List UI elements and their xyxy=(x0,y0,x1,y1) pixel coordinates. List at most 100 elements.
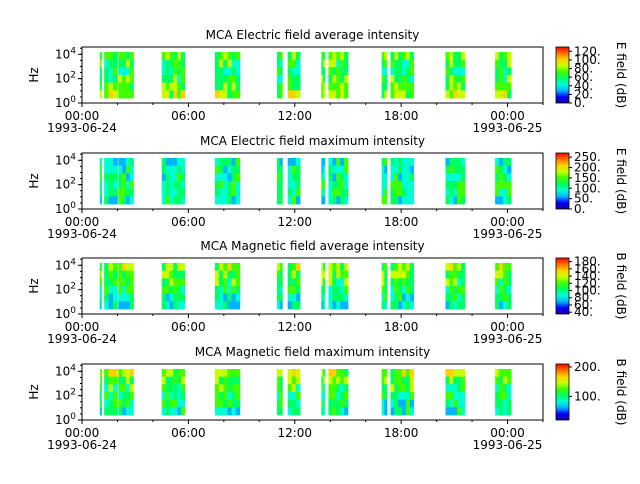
spectrogram-cell xyxy=(321,399,324,408)
spectrogram-cell xyxy=(394,181,399,190)
spectrogram-cell xyxy=(507,263,512,272)
spectrogram-cell xyxy=(235,407,241,416)
spectrogram-cell xyxy=(503,188,508,197)
spectrogram-cell xyxy=(405,376,411,385)
spectrogram-cell xyxy=(409,293,414,302)
spectrogram-cell xyxy=(108,376,114,385)
panel-2: MCA Electric field maximum intensity1001… xyxy=(27,134,628,241)
spectrogram-cell xyxy=(402,52,407,61)
spectrogram-cell xyxy=(214,270,220,279)
spectrogram-cell xyxy=(499,181,504,190)
spectrogram-cell xyxy=(279,59,283,68)
spectrogram-cell xyxy=(340,301,345,310)
spectrogram-cell xyxy=(125,384,131,393)
spectrogram-cell xyxy=(390,181,395,190)
spectrogram-cell xyxy=(323,181,326,190)
spectrogram-cell xyxy=(332,165,337,174)
spectrogram-cell xyxy=(453,392,458,401)
spectrogram-cell xyxy=(409,376,414,385)
spectrogram-cell xyxy=(104,399,109,408)
spectrogram-cell xyxy=(99,293,102,302)
y-tick-label: 100 xyxy=(55,95,76,110)
spectrogram-cell xyxy=(449,196,454,205)
spectrogram-cell xyxy=(344,399,349,408)
spectrogram-cell xyxy=(384,369,388,378)
spectrogram-cell xyxy=(219,173,224,182)
spectrogram-cell xyxy=(223,407,228,416)
spectrogram-cell xyxy=(409,301,414,310)
spectrogram-cell xyxy=(235,278,241,287)
spectrogram-cell xyxy=(104,59,109,68)
spectrogram-cell xyxy=(449,369,454,378)
spectrogram-cell xyxy=(161,82,167,91)
spectrogram-cell xyxy=(165,286,170,295)
spectrogram-cell xyxy=(291,399,297,408)
spectrogram-cell xyxy=(113,376,118,385)
spectrogram-cell xyxy=(394,75,399,84)
spectrogram-cell xyxy=(453,399,458,408)
spectrogram-cell xyxy=(177,188,182,197)
spectrogram-cell xyxy=(173,165,178,174)
spectrogram-cell xyxy=(328,196,333,205)
spectrogram-cell xyxy=(108,293,114,302)
spectrogram-cell xyxy=(100,52,102,61)
spectrogram-cell xyxy=(113,407,118,416)
spectrogram-cell xyxy=(108,278,114,287)
spectrogram-cell xyxy=(287,278,293,287)
spectrogram-cell xyxy=(495,59,500,68)
spectrogram-cell xyxy=(402,407,407,416)
spectrogram-cell xyxy=(332,52,337,61)
spectrogram-cell xyxy=(99,384,102,393)
spectrogram-cell xyxy=(409,52,414,61)
spectrogram-cell xyxy=(118,82,123,91)
spectrogram-cell xyxy=(219,181,224,190)
spectrogram-cell xyxy=(161,301,167,310)
spectrogram-cell xyxy=(503,263,508,272)
spectrogram-cell xyxy=(453,376,458,385)
spectrogram-cell xyxy=(503,278,508,287)
spectrogram-cell xyxy=(402,90,407,99)
spectrogram-cell xyxy=(279,270,283,279)
spectrogram-cell xyxy=(384,165,388,174)
spectrogram-cell xyxy=(336,188,341,197)
spectrogram-cell xyxy=(118,407,123,416)
spectrogram-cell xyxy=(279,293,283,302)
spectrogram-cell xyxy=(287,188,293,197)
spectrogram-cell xyxy=(328,181,333,190)
colorbar-label: E field (dB) xyxy=(614,42,628,108)
spectrogram-cell xyxy=(100,384,102,393)
spectrogram-cell xyxy=(291,270,297,279)
spectrogram-cell xyxy=(409,286,414,295)
spectrogram-cell xyxy=(332,75,337,84)
spectrogram-cell xyxy=(332,407,337,416)
spectrogram-cell xyxy=(457,165,462,174)
spectrogram-cell xyxy=(104,90,109,99)
spectrogram-cell xyxy=(129,165,134,174)
spectrogram-cell xyxy=(291,263,297,272)
spectrogram-cell xyxy=(323,270,326,279)
spectrogram-cell xyxy=(227,165,232,174)
spectrogram-cell xyxy=(231,392,237,401)
spectrogram-cell xyxy=(398,52,403,61)
spectrogram-cell xyxy=(169,90,174,99)
spectrogram-cell xyxy=(384,278,388,287)
spectrogram-cell xyxy=(453,75,458,84)
spectrogram-cell xyxy=(390,293,395,302)
spectrogram-cell xyxy=(323,188,326,197)
spectrogram-cell xyxy=(161,384,167,393)
colorbar-tick-label: 140. xyxy=(574,269,601,283)
spectrogram-cell xyxy=(104,181,109,190)
spectrogram-cell xyxy=(405,59,411,68)
spectrogram-cell xyxy=(100,196,102,205)
spectrogram-cell xyxy=(336,293,341,302)
spectrogram-cell xyxy=(235,293,241,302)
spectrogram-cell xyxy=(235,75,241,84)
spectrogram-cell xyxy=(165,181,170,190)
spectrogram-cell xyxy=(161,75,167,84)
spectrogram-cell xyxy=(227,67,232,76)
spectrogram-cell xyxy=(231,181,237,190)
spectrogram-cell xyxy=(453,82,458,91)
spectrogram-cell xyxy=(398,392,403,401)
spectrogram-cell xyxy=(507,278,512,287)
spectrogram-cell xyxy=(219,407,224,416)
